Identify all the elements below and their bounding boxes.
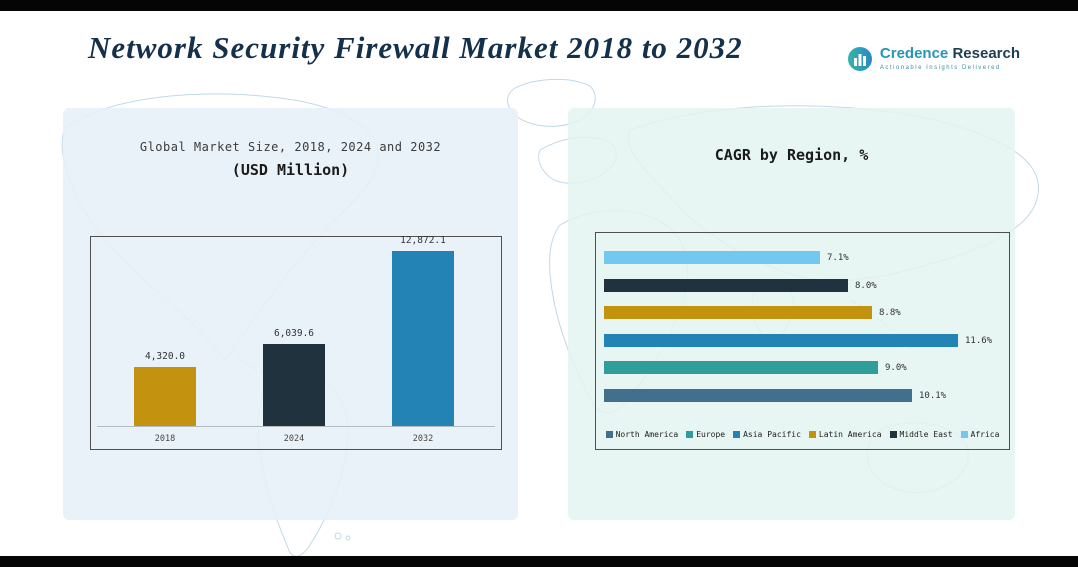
legend-swatch [605, 431, 613, 438]
market-size-panel: Global Market Size, 2018, 2024 and 2032 … [63, 108, 518, 520]
legend-item-europe: Europe [686, 430, 725, 439]
cagr-value-label-latin-america: 8.8% [879, 308, 901, 318]
top-letterbox-bar [0, 0, 1078, 11]
legend-item-africa: Africa [960, 430, 1000, 439]
cagr-value-label-asia-pacific: 11.6% [965, 336, 993, 346]
legend-label: Europe [696, 430, 726, 439]
cagr-bar-latin-america [604, 306, 872, 319]
cagr-bar-asia-pacific [604, 334, 958, 347]
logo-text: Credence Research Actionable Insights De… [879, 45, 1020, 71]
logo-name-primary: Credence [879, 45, 949, 62]
logo-icon [847, 47, 872, 71]
legend-swatch [733, 431, 741, 438]
credence-research-logo: Credence Research Actionable Insights De… [847, 45, 1020, 72]
logo-tagline: Actionable Insights Delivered [879, 64, 1001, 71]
bar-2024 [263, 344, 325, 426]
legend-label: Latin America [818, 430, 882, 439]
bottom-letterbox-bar [0, 556, 1078, 567]
legend-swatch [808, 431, 816, 438]
logo-name-secondary: Research [952, 45, 1020, 62]
legend-swatch [686, 431, 694, 438]
axis-label-2018: 2018 [154, 434, 176, 444]
logo-name: Credence Research [879, 45, 1020, 63]
axis-label-2032: 2032 [412, 434, 434, 444]
legend-swatch [889, 431, 897, 438]
cagr-title-text: CAGR by Region, % [714, 146, 869, 164]
cagr-value-label-africa: 7.1% [827, 253, 849, 263]
market-size-title: Global Market Size, 2018, 2024 and 2032 … [63, 140, 518, 179]
market-size-chart: 4,320.0 2018 6,039.6 2024 12,872.1 2032 [90, 235, 502, 450]
legend-item-north-america: North America [605, 430, 679, 439]
cagr-value-label-middle-east: 8.0% [855, 281, 877, 291]
x-axis-line [97, 426, 495, 427]
legend-swatch [960, 431, 968, 438]
cagr-title: CAGR by Region, % [568, 146, 1015, 164]
cagr-chart: North America Europe Asia Pacific Latin Ame… [595, 232, 1010, 450]
cagr-panel: CAGR by Region, % North America Europe Asi… [568, 108, 1015, 520]
legend-item-middle-east: Middle East [889, 430, 953, 439]
cagr-value-label-north-america: 10.1% [919, 391, 947, 401]
legend-label: Africa [970, 430, 1000, 439]
legend-item-latin-america: Latin America [808, 430, 882, 439]
legend-item-asia-pacific: Asia Pacific [733, 430, 801, 439]
cagr-bar-middle-east [604, 279, 848, 292]
value-label-2032: 12,872.1 [400, 235, 446, 246]
market-size-title-line1: Global Market Size, 2018, 2024 and 2032 [139, 140, 442, 154]
cagr-value-label-europe: 9.0% [885, 363, 907, 373]
value-label-2024: 6,039.6 [273, 328, 315, 339]
cagr-bar-north-america [604, 389, 912, 402]
page-title: Network Security Firewall Market 2018 to… [88, 30, 743, 65]
cagr-bar-africa [604, 251, 820, 264]
value-label-2018: 4,320.0 [144, 351, 186, 362]
bar-2018 [134, 367, 196, 426]
bar-2032 [392, 251, 454, 426]
cagr-bar-europe [604, 361, 878, 374]
cagr-legend: North America Europe Asia Pacific Latin Ame… [596, 430, 1009, 439]
legend-label: Asia Pacific [743, 430, 801, 439]
market-size-title-line2: (USD Million) [231, 161, 350, 179]
axis-label-2024: 2024 [283, 434, 305, 444]
legend-label: North America [615, 430, 679, 439]
legend-label: Middle East [899, 430, 953, 439]
